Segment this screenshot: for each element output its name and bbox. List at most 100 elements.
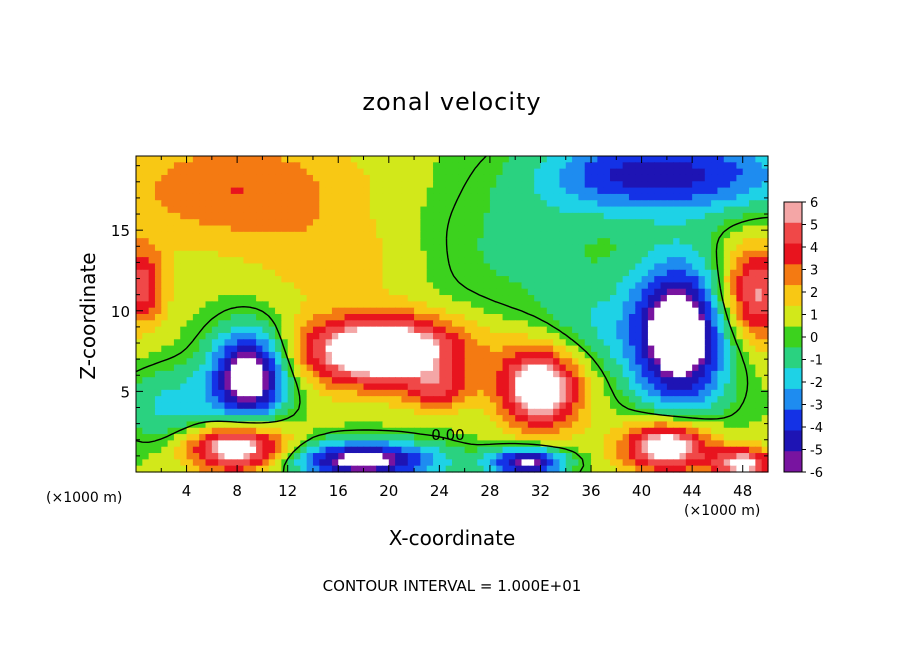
field-cell	[167, 339, 175, 347]
field-cell	[420, 257, 428, 265]
field-cell	[616, 453, 624, 460]
field-cell	[546, 370, 554, 378]
field-cell	[262, 332, 270, 340]
field-cell	[414, 415, 421, 423]
field-cell	[433, 332, 440, 340]
field-cell	[502, 345, 510, 353]
field-cell	[534, 351, 542, 359]
field-cell	[553, 156, 561, 163]
field-cell	[161, 339, 169, 347]
field-cell	[331, 358, 339, 366]
field-cell	[331, 314, 339, 321]
field-cell	[666, 358, 674, 366]
field-cell	[521, 295, 529, 302]
field-cell	[382, 332, 390, 340]
field-cell	[369, 162, 377, 170]
field-cell	[312, 181, 320, 189]
field-cell	[192, 377, 200, 385]
field-cell	[148, 238, 156, 246]
field-cell	[559, 250, 567, 258]
field-cell	[173, 295, 181, 302]
field-cell	[597, 156, 605, 163]
field-cell	[452, 238, 459, 246]
field-cell	[445, 364, 453, 372]
field-cell	[237, 459, 245, 467]
field-cell	[256, 225, 263, 233]
field-cell	[433, 257, 440, 265]
field-cell	[287, 415, 295, 423]
field-cell	[439, 389, 447, 397]
field-cell	[395, 408, 403, 416]
field-cell	[470, 250, 478, 258]
field-cell	[268, 415, 276, 423]
field-cell	[167, 250, 175, 258]
field-cell	[382, 295, 390, 302]
field-cell	[489, 408, 497, 416]
field-cell	[597, 320, 605, 328]
field-cell	[173, 339, 181, 347]
field-cell	[306, 200, 314, 208]
field-cell	[692, 351, 700, 359]
field-cell	[628, 351, 636, 359]
field-cell	[736, 446, 744, 454]
field-cell	[369, 314, 377, 321]
field-cell	[452, 421, 459, 429]
field-cell	[319, 345, 327, 353]
field-cell	[736, 440, 744, 448]
field-cell	[477, 219, 485, 227]
field-cell	[294, 396, 301, 404]
field-cell	[635, 453, 643, 460]
field-cell	[256, 269, 263, 277]
field-cell	[243, 206, 251, 214]
field-cell	[142, 377, 150, 385]
field-cell	[704, 156, 712, 163]
field-cell	[180, 156, 188, 163]
field-cell	[496, 314, 504, 321]
field-cell	[622, 421, 630, 429]
field-cell	[306, 168, 314, 176]
field-cell	[749, 219, 756, 227]
field-cell	[300, 193, 308, 201]
field-cell	[628, 465, 636, 473]
field-cell	[243, 459, 251, 467]
field-cell	[192, 402, 200, 410]
field-cell	[344, 168, 352, 176]
field-cell	[407, 402, 415, 410]
field-cell	[502, 187, 510, 195]
field-cell	[603, 269, 611, 277]
field-cell	[628, 459, 636, 467]
field-cell	[136, 314, 143, 321]
field-cell	[641, 396, 649, 404]
field-cell	[445, 187, 453, 195]
field-cell	[502, 200, 510, 208]
field-cell	[154, 314, 162, 321]
field-cell	[218, 282, 226, 290]
field-cell	[761, 288, 769, 296]
field-cell	[376, 465, 384, 473]
field-cell	[489, 415, 497, 423]
field-cell	[237, 193, 245, 201]
field-cell	[622, 225, 630, 233]
field-cell	[154, 206, 162, 214]
field-cell	[603, 364, 611, 372]
field-cell	[749, 427, 756, 435]
field-cell	[426, 421, 434, 429]
field-cell	[420, 396, 428, 404]
field-cell	[388, 269, 396, 277]
field-cell	[717, 465, 725, 473]
field-cell	[654, 307, 662, 315]
field-cell	[224, 453, 232, 460]
field-cell	[249, 276, 257, 283]
field-cell	[660, 168, 668, 176]
field-cell	[237, 320, 245, 328]
field-cell	[420, 174, 428, 182]
field-cell	[698, 465, 706, 473]
field-cell	[338, 212, 346, 220]
field-cell	[331, 219, 339, 227]
field-cell	[711, 269, 719, 277]
field-cell	[407, 364, 415, 372]
field-cell	[249, 320, 257, 328]
field-cell	[338, 200, 346, 208]
field-cell	[540, 415, 548, 423]
field-cell	[679, 364, 687, 372]
